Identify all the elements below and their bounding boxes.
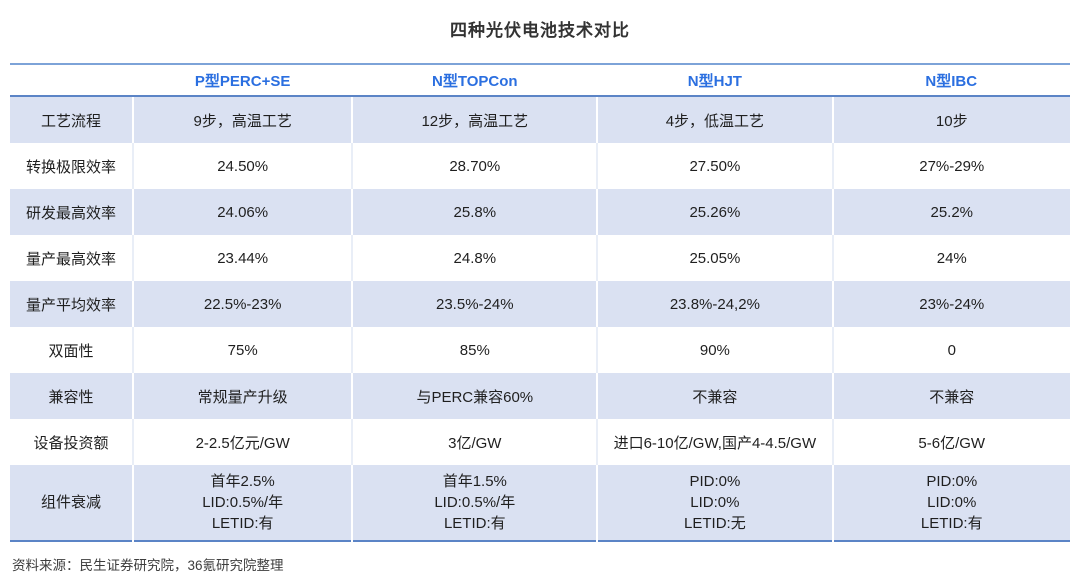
cell: 不兼容 [831, 373, 1070, 419]
cell: 23.8%-24,2% [596, 281, 833, 327]
table-row: 研发最高效率 24.06% 25.8% 25.26% 25.2% [10, 189, 1070, 235]
cell: 首年2.5% LID:0.5%/年 LETID:有 [131, 465, 353, 541]
row-label: 组件衰减 [10, 465, 133, 541]
cell-line: LID:0% [690, 494, 740, 511]
cell: 25.8% [351, 189, 598, 235]
column-header: P型PERC+SE [132, 64, 353, 97]
row-label: 量产最高效率 [25, 250, 116, 268]
cell: 0 [831, 327, 1070, 373]
cell: 不兼容 [596, 373, 833, 419]
cell: 75% [131, 327, 353, 373]
cell: 首年1.5% LID:0.5%/年 LETID:有 [351, 465, 598, 541]
column-header: N型TOPCon [352, 64, 598, 97]
cell-line: LETID:有 [443, 515, 506, 532]
cell: 常规量产升级 [131, 373, 353, 419]
cell: 4步，低温工艺 [596, 96, 833, 143]
cell-line: PID:0% [689, 473, 741, 490]
cell-line: LETID:无 [684, 515, 746, 532]
row-label: 量产平均效率 [10, 281, 133, 327]
cell-line: LID:0.5%/年 [202, 494, 284, 511]
table-row: 转换极限效率 24.50% 28.70% 27.50% 27%-29% [10, 143, 1070, 189]
cell: 25.26% [596, 189, 833, 235]
column-header: N型IBC [832, 64, 1070, 97]
cell-line: LETID:有 [920, 515, 983, 532]
table-body: 工艺流程 9步，高温工艺 12步，高温工艺 4步，低温工艺 10步转换极限效率 24.50… [10, 96, 1070, 541]
table-row: 量产平均效率 22.5%-23% 23.5%-24% 23.8%-24,2% 23%-2… [10, 281, 1070, 327]
cell: 2-2.5亿元/GW [131, 419, 353, 465]
cell: 85% [351, 327, 598, 373]
cell: 10步 [831, 96, 1070, 143]
cell: 24.06% [131, 189, 353, 235]
cell: 23.44% [131, 235, 353, 281]
cell: 5-6亿/GW [831, 419, 1070, 465]
cell: 12步，高温工艺 [351, 96, 598, 143]
cell: 9步，高温工艺 [131, 96, 353, 143]
cell: 进口6-10亿/GW,国产4-4.5/GW [596, 419, 833, 465]
page-title: 四种光伏电池技术对比 [450, 21, 630, 40]
row-label: 双面性 [48, 342, 94, 360]
cell-line: LETID:有 [211, 515, 274, 532]
table-row: 量产最高效率 23.44% 24.8% 25.05% 24% [10, 235, 1070, 281]
table-row: 组件衰减 首年2.5% LID:0.5%/年 LETID:有 首年1.5% LID:0.5… [10, 465, 1070, 541]
cell-line: LID:0.5%/年 [434, 494, 516, 511]
cell-line: LID:0% [927, 494, 977, 511]
cell-line: 首年1.5% [442, 473, 507, 490]
table-row: 设备投资额 2-2.5亿元/GW 3亿/GW 进口6-10亿/GW,国产4-4.5/G… [10, 419, 1070, 465]
corner-cell [10, 64, 133, 97]
page: 四种光伏电池技术对比 P型PERC+SE N型TOPCon N型HJT N型IBC 工… [0, 16, 1080, 574]
cell: 27.50% [596, 143, 833, 189]
source-note: 资料来源：民生证券研究院，36氪研究院整理 [12, 558, 284, 573]
cell: 27%-29% [831, 143, 1070, 189]
cell: 90% [596, 327, 833, 373]
cell: 3亿/GW [351, 419, 598, 465]
cell: 23%-24% [831, 281, 1070, 327]
row-label: 兼容性 [10, 373, 133, 419]
cell: 25.2% [831, 189, 1070, 235]
row-label: 研发最高效率 [10, 189, 133, 235]
cell: 与PERC兼容60% [351, 373, 598, 419]
cell-line: PID:0% [926, 473, 978, 490]
table-row: 兼容性 常规量产升级 与PERC兼容60% 不兼容 不兼容 [10, 373, 1070, 419]
cell: PID:0% LID:0% LETID:有 [831, 465, 1070, 541]
cell: 25.05% [596, 235, 833, 281]
cell: PID:0% LID:0% LETID:无 [596, 465, 833, 541]
cell: 24.50% [131, 143, 353, 189]
table-row: 双面性 75% 85% 90% 0 [10, 327, 1070, 373]
cell-line: 首年2.5% [210, 473, 275, 490]
row-label: 转换极限效率 [25, 158, 116, 176]
cell: 22.5%-23% [131, 281, 353, 327]
cell: 23.5%-24% [351, 281, 598, 327]
row-label: 设备投资额 [33, 434, 109, 452]
cell: 24% [831, 235, 1070, 281]
table-row: 工艺流程 9步，高温工艺 12步，高温工艺 4步，低温工艺 10步 [10, 96, 1070, 143]
column-header: N型HJT [597, 64, 833, 97]
row-label: 工艺流程 [10, 96, 133, 143]
cell: 24.8% [351, 235, 598, 281]
table-header-row: P型PERC+SE N型TOPCon N型HJT N型IBC [10, 64, 1070, 97]
comparison-table: P型PERC+SE N型TOPCon N型HJT N型IBC 工艺流程 9步，高温工艺 1… [10, 63, 1070, 542]
cell: 28.70% [351, 143, 598, 189]
